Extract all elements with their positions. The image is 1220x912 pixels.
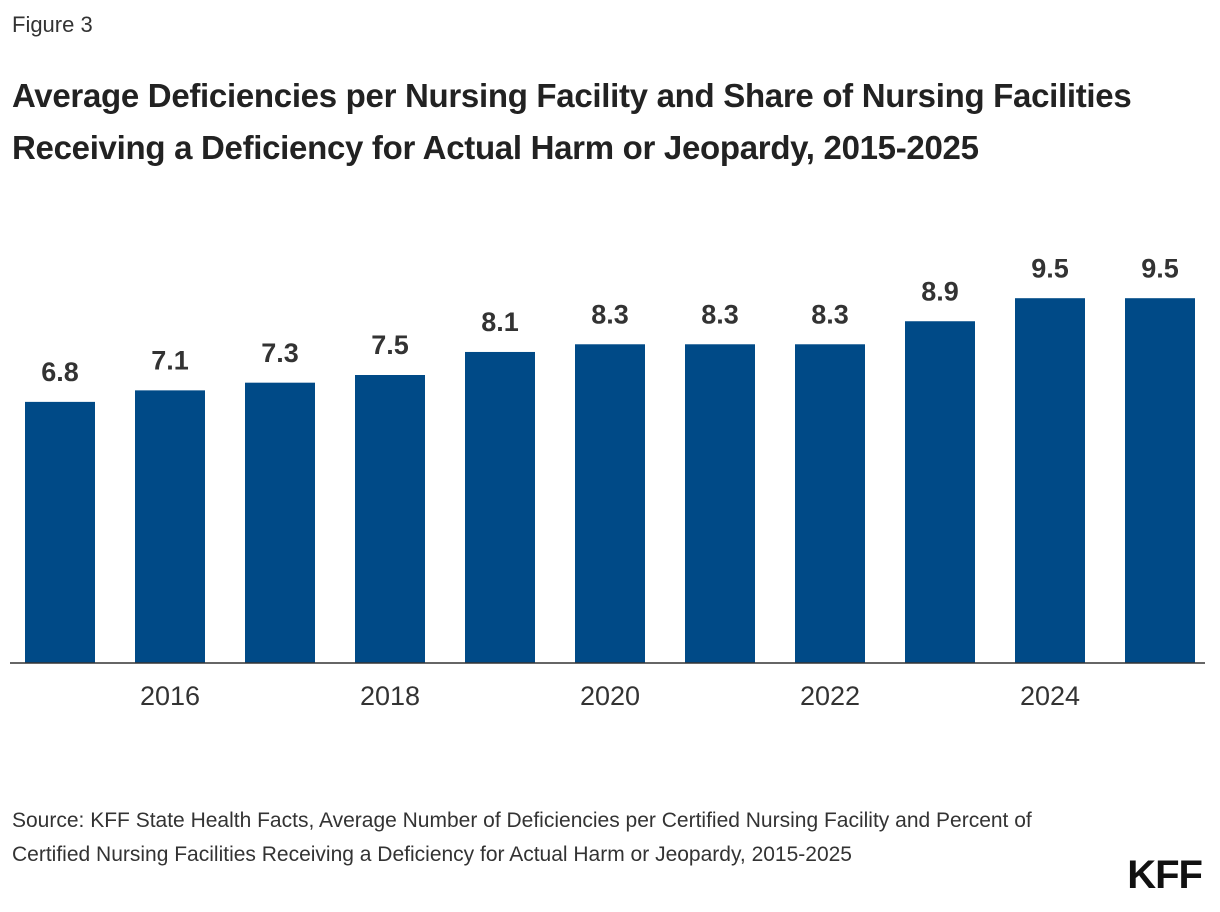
chart-title: Average Deficiencies per Nursing Facilit…: [12, 77, 1132, 166]
data-label: 7.3: [261, 338, 299, 368]
bar: [795, 344, 865, 663]
data-label: 8.1: [481, 307, 519, 337]
bar: [575, 344, 645, 663]
figure-label: Figure 3: [12, 12, 93, 37]
data-label: 8.3: [591, 299, 629, 329]
x-tick-label: 2018: [360, 681, 420, 711]
data-label: 8.3: [811, 299, 849, 329]
x-tick-label: 2022: [800, 681, 860, 711]
bar: [1015, 298, 1085, 663]
bar: [135, 390, 205, 663]
bar: [355, 375, 425, 663]
source-note: Source: KFF State Health Facts, Average …: [12, 809, 1032, 866]
bar: [905, 321, 975, 663]
bar: [245, 382, 315, 663]
bar: [685, 344, 755, 663]
bar: [25, 401, 95, 663]
data-label: 9.5: [1141, 253, 1179, 283]
data-label: 7.5: [371, 330, 409, 360]
data-label: 8.3: [701, 299, 739, 329]
bar: [1125, 298, 1195, 663]
x-tick-label: 2024: [1020, 681, 1080, 711]
data-label: 6.8: [41, 357, 79, 387]
data-label: 7.1: [151, 345, 189, 375]
data-label: 8.9: [921, 276, 959, 306]
bar: [465, 351, 535, 663]
data-label: 9.5: [1031, 253, 1069, 283]
x-tick-label: 2020: [580, 681, 640, 711]
x-tick-label: 2016: [140, 681, 200, 711]
logo: KFF: [1127, 853, 1203, 897]
